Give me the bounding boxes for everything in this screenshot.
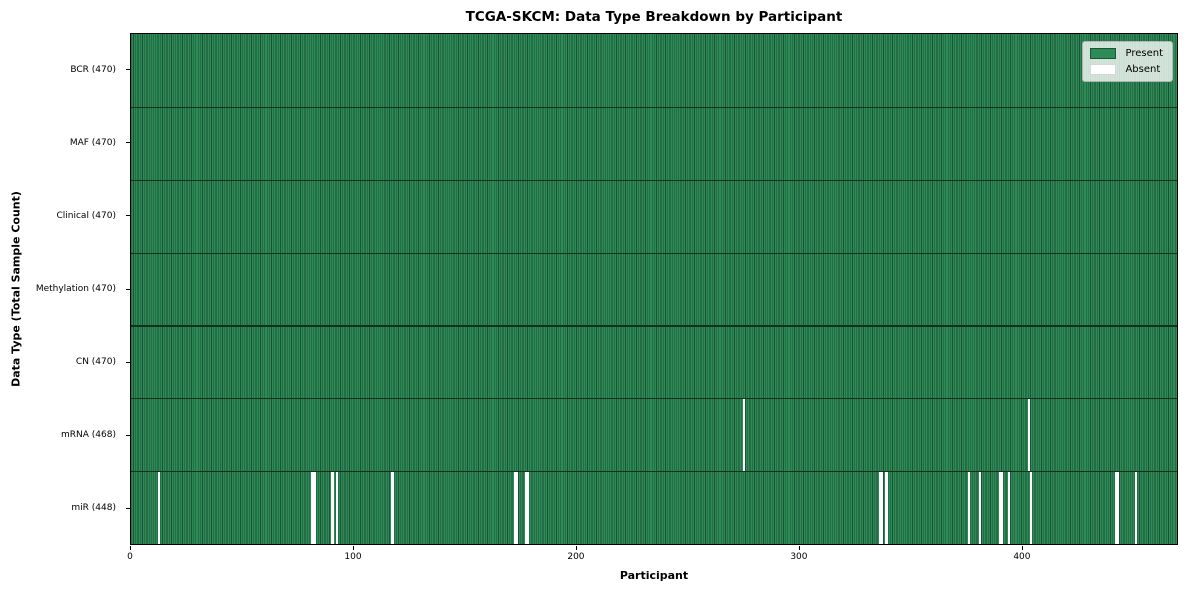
plot-area: Present Absent [130, 33, 1178, 545]
x-tick-label: 300 [790, 552, 808, 562]
y-tick-mark [125, 434, 130, 436]
absent-stripe [998, 471, 1002, 544]
absent-stripe [524, 471, 528, 544]
absent-stripe [881, 471, 884, 544]
row-separator [131, 398, 1177, 400]
absent-stripe [1114, 471, 1117, 544]
y-tick-label-Clinical: Clinical (470) [56, 210, 116, 221]
absent-stripe [311, 471, 314, 544]
absent-stripe [1030, 471, 1033, 544]
legend-swatch-present [1090, 48, 1117, 59]
x-tick-label: 0 [127, 552, 133, 562]
heatmap-row-CN [131, 325, 1177, 399]
x-tick-label: 400 [1013, 552, 1031, 562]
absent-stripe [391, 471, 394, 544]
absent-stripe [516, 471, 519, 544]
y-tick-mark [125, 142, 130, 144]
y-tick-label-MAF: MAF (470) [69, 137, 116, 148]
y-tick-label-Methylation: Methylation (470) [35, 284, 116, 294]
absent-stripe [157, 471, 160, 544]
row-separator [131, 106, 1177, 109]
absent-stripe [313, 471, 316, 544]
row-separator [131, 471, 1177, 473]
y-tick-label-CN: CN (470) [75, 357, 116, 368]
legend-item-present: Present [1090, 48, 1163, 59]
x-tick-mark [1021, 546, 1023, 550]
absent-stripe [885, 471, 888, 544]
heatmap-row-MAF [131, 106, 1177, 180]
heatmap-row-BCR [131, 34, 1177, 107]
row-separator [131, 179, 1177, 181]
x-tick-label: 200 [567, 552, 585, 562]
y-tick-mark [125, 361, 130, 363]
y-tick-mark [125, 215, 130, 217]
absent-stripe [1007, 471, 1011, 544]
y-tick-mark [125, 69, 130, 71]
absent-stripe [1134, 471, 1137, 544]
chart-title: TCGA-SKCM: Data Type Breakdown by Partic… [465, 9, 843, 25]
legend-label-present: Present [1125, 48, 1163, 59]
legend-item-absent: Absent [1090, 64, 1163, 75]
heatmap-row-Methylation [131, 252, 1177, 326]
y-tick-mark [125, 507, 130, 509]
absent-stripe [967, 471, 971, 544]
heatmap-row-mRNA [131, 398, 1177, 472]
legend-label-absent: Absent [1125, 64, 1161, 75]
x-axis-label: Participant [619, 569, 689, 582]
absent-stripe [331, 471, 334, 544]
x-axis-ticks: 0 100 200 300 400 [127, 545, 1178, 565]
row-separator [131, 325, 1177, 327]
absent-stripe [1027, 398, 1031, 472]
absent-stripe [527, 471, 530, 544]
y-tick-label-mRNA: mRNA (468) [61, 430, 116, 441]
row-separator [131, 252, 1177, 254]
heatmap-row-Clinical [131, 179, 1177, 253]
legend-swatch-absent [1090, 64, 1117, 75]
absent-stripe [335, 471, 338, 544]
x-tick-mark [130, 546, 131, 550]
absent-stripe [878, 471, 881, 544]
absent-stripe [978, 471, 982, 544]
x-tick-mark [798, 546, 800, 550]
heatmap-rows [131, 34, 1177, 544]
y-tick-label-miR: miR (448) [71, 503, 116, 514]
legend: Present Absent [1082, 41, 1173, 82]
y-tick-labels: BCR (470) MAF (470) Clinical (470) Methylat… [0, 33, 123, 545]
y-tick-label-BCR: BCR (470) [70, 64, 116, 75]
heatmap-row-miR [131, 471, 1177, 544]
y-tick-marks [125, 33, 130, 545]
y-tick-mark [125, 288, 130, 290]
absent-stripe [1116, 471, 1120, 544]
absent-stripe [743, 398, 746, 472]
absent-stripe [1001, 471, 1004, 544]
absent-stripe [513, 471, 516, 544]
x-tick-mark [352, 546, 354, 550]
x-tick-label: 100 [344, 552, 362, 562]
x-tick-mark [575, 546, 577, 550]
